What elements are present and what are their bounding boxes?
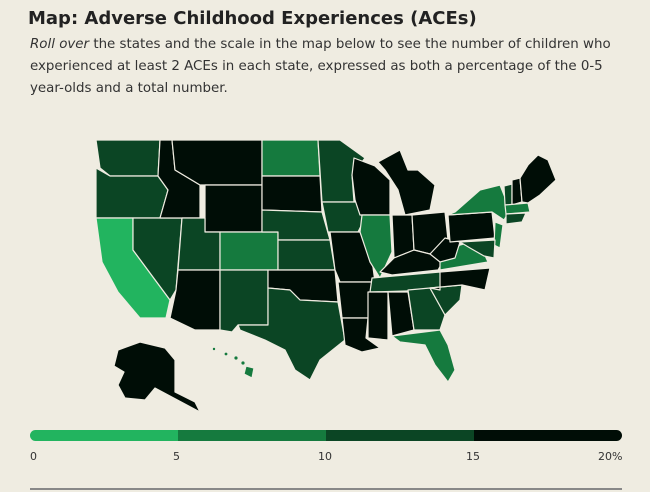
scale-label-5: 5	[173, 450, 180, 463]
scale-label-0: 0	[30, 450, 37, 463]
scale-label-15: 15	[466, 450, 480, 463]
page-title: Map: Adverse Childhood Experiences (ACEs…	[28, 8, 477, 29]
state-michigan[interactable]	[377, 149, 436, 216]
state-south-dakota[interactable]	[261, 175, 323, 213]
state-florida[interactable]	[391, 329, 456, 383]
state-massachusetts[interactable]	[504, 202, 531, 215]
state-washington[interactable]	[95, 139, 161, 177]
state-north-carolina[interactable]	[429, 267, 491, 291]
description-text: the states and the scale in the map belo…	[30, 37, 611, 96]
state-hawaii[interactable]	[211, 346, 255, 379]
scale-bin-5-10[interactable]	[178, 430, 326, 441]
state-vermont[interactable]	[503, 183, 513, 206]
bottom-rule	[30, 488, 622, 490]
state-delaware-maryland[interactable]	[459, 239, 496, 259]
state-arizona[interactable]	[169, 269, 221, 331]
scale-label-20: 20%	[598, 450, 623, 463]
state-pennsylvania[interactable]	[447, 211, 496, 243]
state-arkansas[interactable]	[337, 281, 373, 319]
state-mississippi[interactable]	[367, 291, 389, 341]
state-maine[interactable]	[519, 154, 557, 204]
scale-label-10: 10	[318, 450, 332, 463]
state-oregon[interactable]	[95, 167, 169, 219]
state-colorado[interactable]	[219, 231, 279, 271]
state-wyoming[interactable]	[204, 184, 263, 233]
state-alaska[interactable]	[113, 341, 201, 413]
state-connecticut-ri[interactable]	[505, 212, 527, 225]
state-kansas[interactable]	[277, 239, 336, 271]
state-west-virginia[interactable]	[429, 237, 461, 263]
color-scale	[30, 430, 622, 441]
scale-bin-10-15[interactable]	[326, 430, 474, 441]
scale-bin-15-20[interactable]	[474, 430, 622, 441]
scale-bin-0-5[interactable]	[30, 430, 178, 441]
map-description: Roll over the states and the scale in th…	[30, 34, 620, 100]
description-emphasis: Roll over	[30, 37, 90, 52]
state-new-mexico[interactable]	[219, 269, 269, 333]
state-texas[interactable]	[237, 287, 346, 381]
state-new-jersey[interactable]	[493, 221, 504, 249]
state-north-dakota[interactable]	[261, 139, 321, 177]
